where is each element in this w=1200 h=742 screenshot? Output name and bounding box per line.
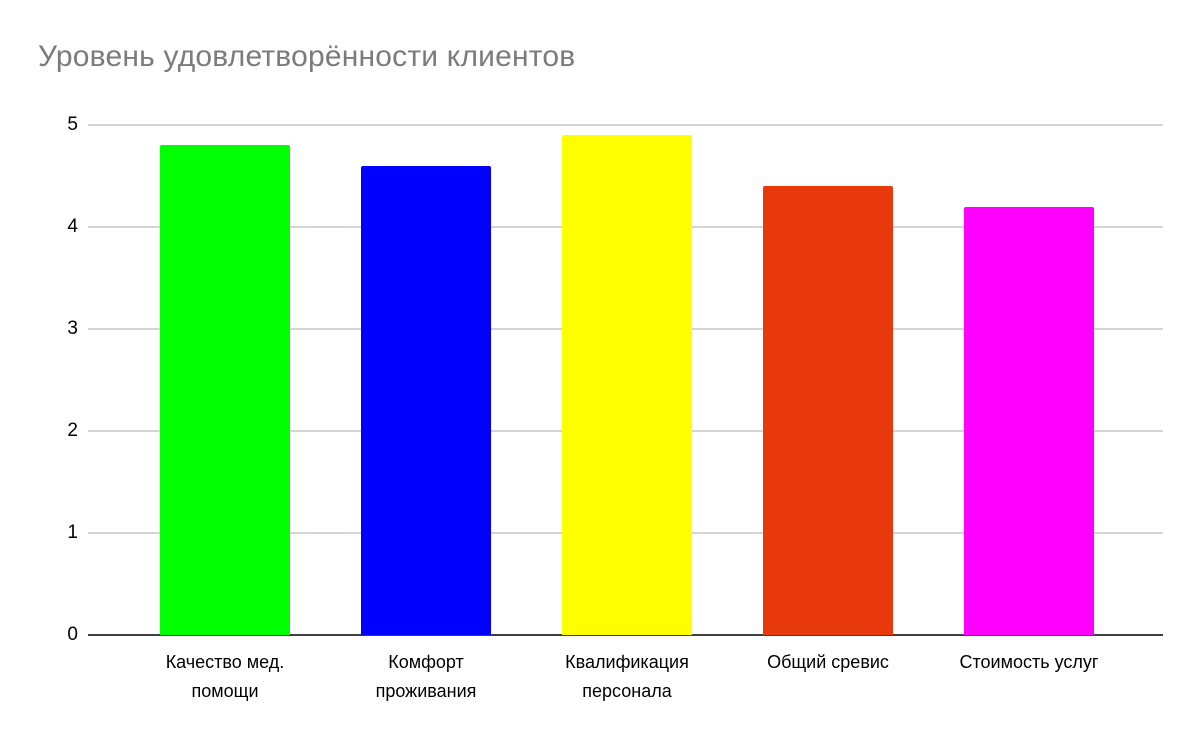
y-tick-label-2: 2: [67, 420, 78, 441]
x-category-label-1: Качество мед. помощи: [165, 652, 285, 701]
bar-3: [562, 135, 692, 635]
x-category-label-4: Общий сревис: [767, 652, 889, 672]
x-category-label-3: Квалификация персонала: [565, 652, 689, 701]
bar-4: [763, 186, 893, 635]
bar-2: [361, 165, 491, 635]
chart-title: Уровень удовлетворённости клиентов: [38, 40, 576, 73]
gridline-y5: [88, 124, 1163, 126]
bar-1: [160, 145, 290, 635]
bar-5: [964, 206, 1094, 635]
y-tick-label-1: 1: [67, 522, 78, 543]
y-tick-label-0: 0: [67, 624, 78, 645]
x-category-label-2: Комфорт проживания: [375, 652, 477, 701]
x-category-label-5: Стоимость услуг: [959, 652, 1099, 672]
y-tick-label-5: 5: [67, 114, 78, 135]
y-tick-label-3: 3: [67, 318, 78, 339]
x-axis-baseline: [88, 634, 1163, 636]
y-tick-label-4: 4: [67, 216, 78, 237]
